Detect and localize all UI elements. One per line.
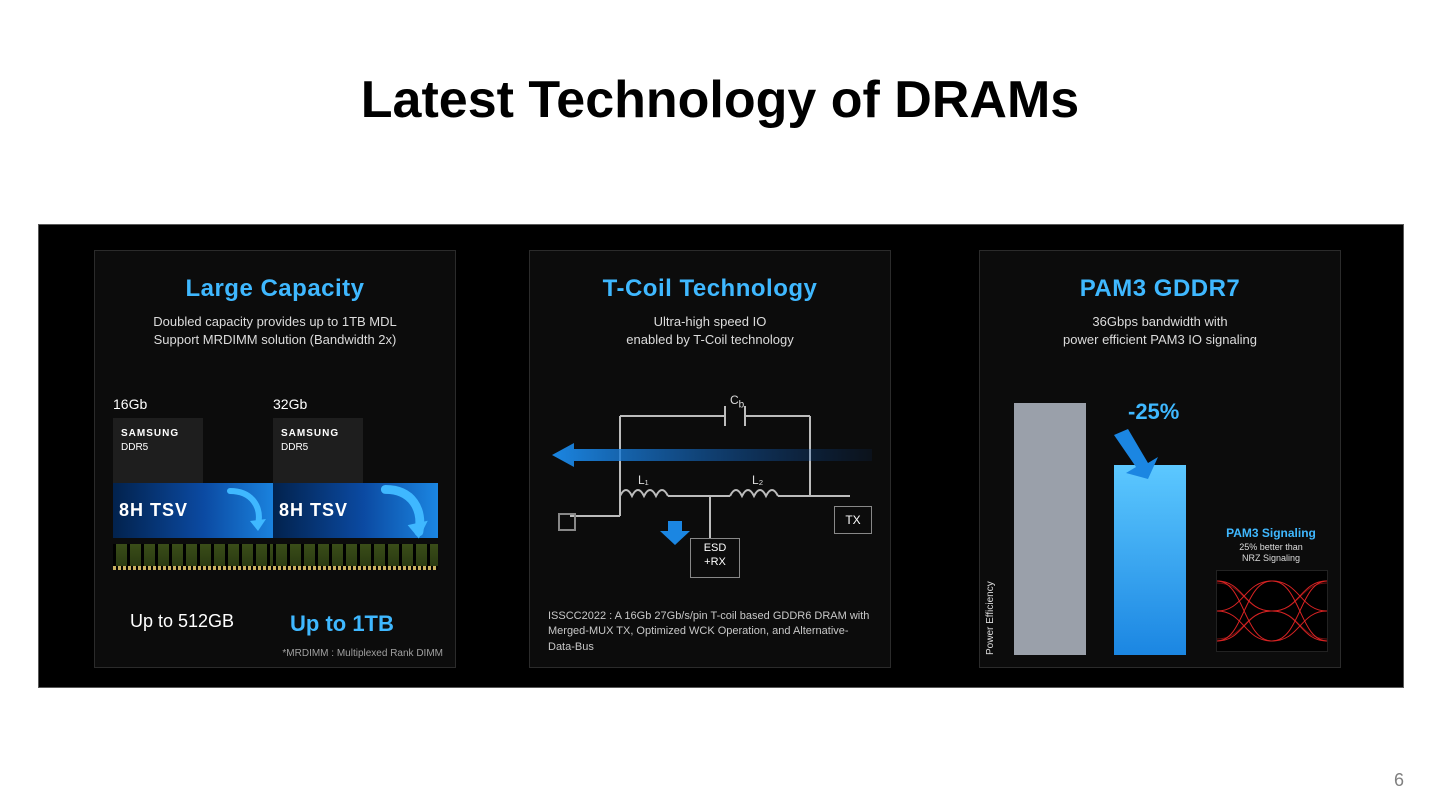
tsv-label: 8H TSV bbox=[119, 500, 188, 521]
capacity-column-32gb: 32Gb SAMSUNG DDR5 8H TSV bbox=[273, 396, 438, 566]
signal-flow-left-arrow-icon bbox=[552, 443, 872, 467]
page-number: 6 bbox=[1394, 770, 1404, 791]
rx-pad-icon bbox=[558, 513, 576, 531]
density-label: 32Gb bbox=[273, 396, 438, 412]
panel3-title: PAM3 GDDR7 bbox=[980, 275, 1340, 303]
label-l1: L₁ bbox=[638, 473, 649, 487]
panel-tcoil: T-Coil Technology Ultra-high speed IO en… bbox=[529, 250, 891, 668]
density-label: 16Gb bbox=[113, 396, 278, 412]
slide-title: Latest Technology of DRAMs bbox=[0, 70, 1440, 130]
chip-product: DDR5 bbox=[281, 442, 308, 453]
panel-pam3: PAM3 GDDR7 36Gbps bandwidth with power e… bbox=[979, 250, 1341, 668]
stack-arrow-icon bbox=[372, 485, 430, 543]
dram-chip-icon: SAMSUNG DDR5 bbox=[273, 418, 363, 488]
panel2-sub-line2: enabled by T-Coil technology bbox=[626, 332, 793, 347]
chip-product: DDR5 bbox=[121, 442, 148, 453]
chart-y-axis: Power Efficiency bbox=[1000, 403, 1012, 655]
dram-chip-icon: SAMSUNG DDR5 bbox=[113, 418, 203, 488]
panel1-sub-line1: Doubled capacity provides up to 1TB MDL bbox=[153, 314, 397, 329]
panel-strip: Large Capacity Doubled capacity provides… bbox=[38, 224, 1404, 688]
panel-large-capacity: Large Capacity Doubled capacity provides… bbox=[94, 250, 456, 668]
panel2-subtitle: Ultra-high speed IO enabled by T-Coil te… bbox=[530, 313, 890, 349]
dimm-module-icon bbox=[273, 544, 438, 566]
panel2-sub-line1: Ultra-high speed IO bbox=[654, 314, 767, 329]
panel3-sub-line1: 36Gbps bandwidth with bbox=[1092, 314, 1227, 329]
panel2-title: T-Coil Technology bbox=[530, 275, 890, 303]
tsv-band: 8H TSV bbox=[273, 483, 438, 538]
label-cb: Cb bbox=[730, 393, 744, 410]
tsv-label: 8H TSV bbox=[279, 500, 348, 521]
panel1-sub-line2: Support MRDIMM solution (Bandwidth 2x) bbox=[154, 332, 397, 347]
esd-rx-block: ESD+RX bbox=[690, 538, 740, 578]
panel1-subtitle: Doubled capacity provides up to 1TB MDL … bbox=[95, 313, 455, 349]
bar-pam3 bbox=[1114, 465, 1186, 655]
eye-diagram-icon bbox=[1216, 570, 1328, 652]
capacity-column-16gb: 16Gb SAMSUNG DDR5 8H TSV bbox=[113, 396, 278, 566]
bar-nrz bbox=[1014, 403, 1086, 655]
panel2-citation: ISSCC2022 : A 16Gb 27Gb/s/pin T-coil bas… bbox=[548, 609, 872, 655]
panel1-footnote: *MRDIMM : Multiplexed Rank DIMM bbox=[282, 648, 443, 659]
slide: Latest Technology of DRAMs Large Capacit… bbox=[0, 0, 1440, 803]
stack-arrow-icon bbox=[218, 485, 270, 537]
chip-brand: SAMSUNG bbox=[121, 428, 179, 439]
y-axis-label: Power Efficiency bbox=[985, 581, 996, 655]
signal-flow-down-arrow-icon bbox=[660, 521, 690, 545]
eye-subtitle: 25% better thanNRZ Signaling bbox=[1216, 542, 1326, 564]
chip-brand: SAMSUNG bbox=[281, 428, 339, 439]
panel3-sub-line2: power efficient PAM3 IO signaling bbox=[1063, 332, 1257, 347]
capacity-caption-highlight: Up to 1TB bbox=[290, 611, 394, 637]
eye-title: PAM3 Signaling bbox=[1216, 526, 1326, 540]
label-l2: L₂ bbox=[752, 473, 763, 487]
capacity-caption: Up to 512GB bbox=[130, 611, 234, 632]
reduction-percent-label: -25% bbox=[1128, 399, 1179, 425]
panel3-subtitle: 36Gbps bandwidth with power efficient PA… bbox=[980, 313, 1340, 349]
dimm-module-icon bbox=[113, 544, 278, 566]
reduction-arrow-icon bbox=[1108, 429, 1158, 479]
tx-block: TX bbox=[834, 506, 872, 534]
panel1-title: Large Capacity bbox=[95, 275, 455, 303]
pam3-eye-callout: PAM3 Signaling 25% better thanNRZ Signal… bbox=[1216, 526, 1326, 652]
tsv-band: 8H TSV bbox=[113, 483, 278, 538]
